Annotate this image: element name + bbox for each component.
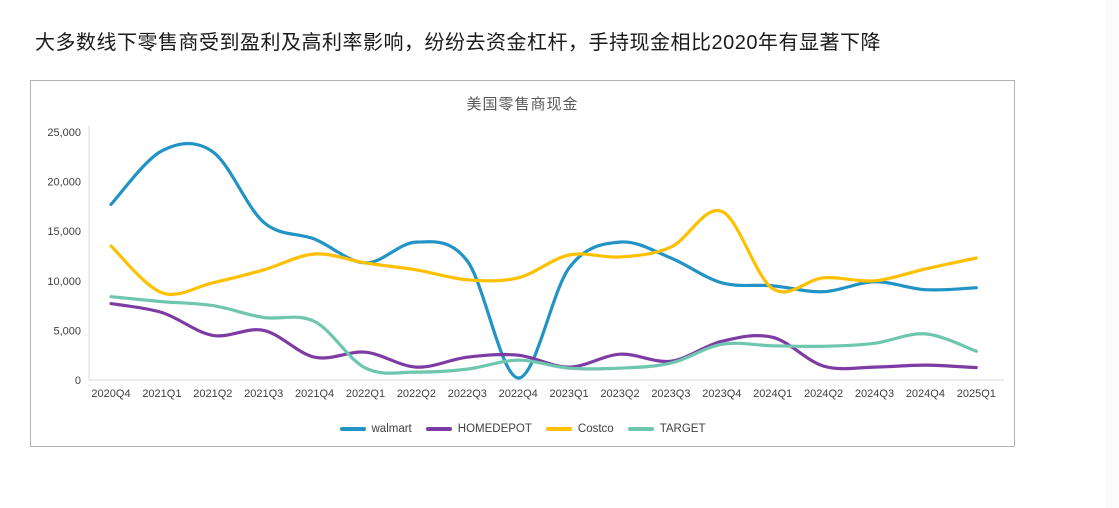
y-tick-label: 20,000 <box>47 177 81 189</box>
series-line-walmart <box>109 141 978 380</box>
legend-swatch-walmart <box>339 427 366 431</box>
y-tick-label: 25,000 <box>47 127 81 139</box>
x-tick-label: 2024Q3 <box>855 388 894 400</box>
legend-item-target: TARGET <box>627 423 706 435</box>
chart-card: 0 5,000 10,000 15,000 20,000 25,000 2020Q4 2021… <box>30 80 1015 447</box>
x-tick-label: 2023Q2 <box>600 388 639 400</box>
legend-swatch-target <box>627 427 654 431</box>
x-tick-label: 2021Q2 <box>193 388 232 400</box>
y-tick-label: 0 <box>75 375 81 387</box>
series-line-target <box>109 295 978 375</box>
x-tick-label: 2022Q3 <box>448 388 487 400</box>
legend-label: walmart <box>371 423 412 435</box>
page-heading: 大多数线下零售商受到盈利及高利率影响，纷纷去资金杠杆，手持现金相比2020年有显… <box>35 32 881 54</box>
x-tick-label: 2023Q3 <box>651 388 690 400</box>
legend-swatch-homedepot <box>425 427 452 431</box>
series-line-costco <box>109 208 978 296</box>
x-tick-label: 2020Q4 <box>91 388 130 400</box>
chart-title: 美国零售商现金 <box>466 96 579 113</box>
x-tick-label: 2023Q1 <box>550 388 589 400</box>
y-tick-label: 15,000 <box>47 226 81 238</box>
x-tick-label: 2024Q4 <box>906 388 945 400</box>
legend-item-walmart: walmart <box>339 423 412 435</box>
x-tick-label: 2021Q4 <box>295 388 334 400</box>
x-tick-label: 2023Q4 <box>702 388 741 400</box>
y-tick-label: 10,000 <box>47 276 81 288</box>
series-line-homedepot <box>109 302 978 371</box>
legend-item-homedepot: HOMEDEPOT <box>425 423 532 435</box>
y-tick-label: 5,000 <box>53 325 81 337</box>
x-tick-label: 2024Q1 <box>753 388 792 400</box>
legend-label: HOMEDEPOT <box>457 423 532 435</box>
legend-swatch-costco <box>545 427 572 431</box>
x-tick-label: 2021Q3 <box>244 388 283 400</box>
x-tick-label: 2021Q1 <box>142 388 181 400</box>
legend-label: Costco <box>577 423 614 435</box>
x-tick-label: 2022Q1 <box>346 388 385 400</box>
line-chart: 0 5,000 10,000 15,000 20,000 25,000 2020Q4 2021… <box>47 126 1004 400</box>
x-tick-label: 2024Q2 <box>804 388 843 400</box>
chart-legend: walmart HOMEDEPOT Costco TARGET <box>31 423 1014 435</box>
x-tick-label: 2022Q4 <box>499 388 538 400</box>
x-tick-label: 2025Q1 <box>957 388 996 400</box>
legend-label: TARGET <box>659 423 706 435</box>
x-tick-label: 2022Q2 <box>397 388 436 400</box>
legend-item-costco: Costco <box>545 423 614 435</box>
page-right-margin <box>1105 0 1119 508</box>
